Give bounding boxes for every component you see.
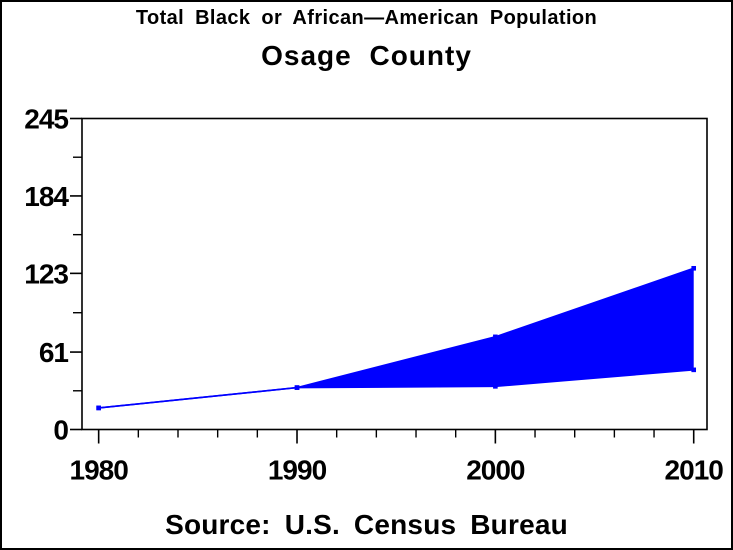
y-tick-label: 123: [24, 258, 68, 289]
y-tick-label: 245: [24, 104, 68, 135]
data-point-marker: [493, 334, 498, 340]
data-point-marker: [493, 384, 498, 389]
data-point-marker: [96, 405, 101, 411]
x-tick-label: 2000: [466, 455, 525, 486]
chart-subtitle: Osage County: [261, 40, 472, 71]
x-tick-label: 1980: [70, 455, 129, 486]
data-point-marker: [691, 265, 697, 271]
x-tick-label: 2010: [665, 455, 724, 486]
data-point-marker: [691, 367, 697, 373]
series-line-lower: [98, 369, 694, 409]
y-tick-label: 0: [53, 415, 68, 446]
source-note: Source: U.S. Census Bureau: [165, 509, 568, 540]
data-point-marker: [294, 385, 300, 390]
x-tick-label: 1990: [268, 455, 327, 486]
band-area: [98, 268, 694, 408]
y-tick-label: 61: [39, 337, 69, 368]
chart-title: Total Black or African—American Populati…: [135, 7, 598, 29]
y-tick-label: 184: [24, 181, 69, 212]
